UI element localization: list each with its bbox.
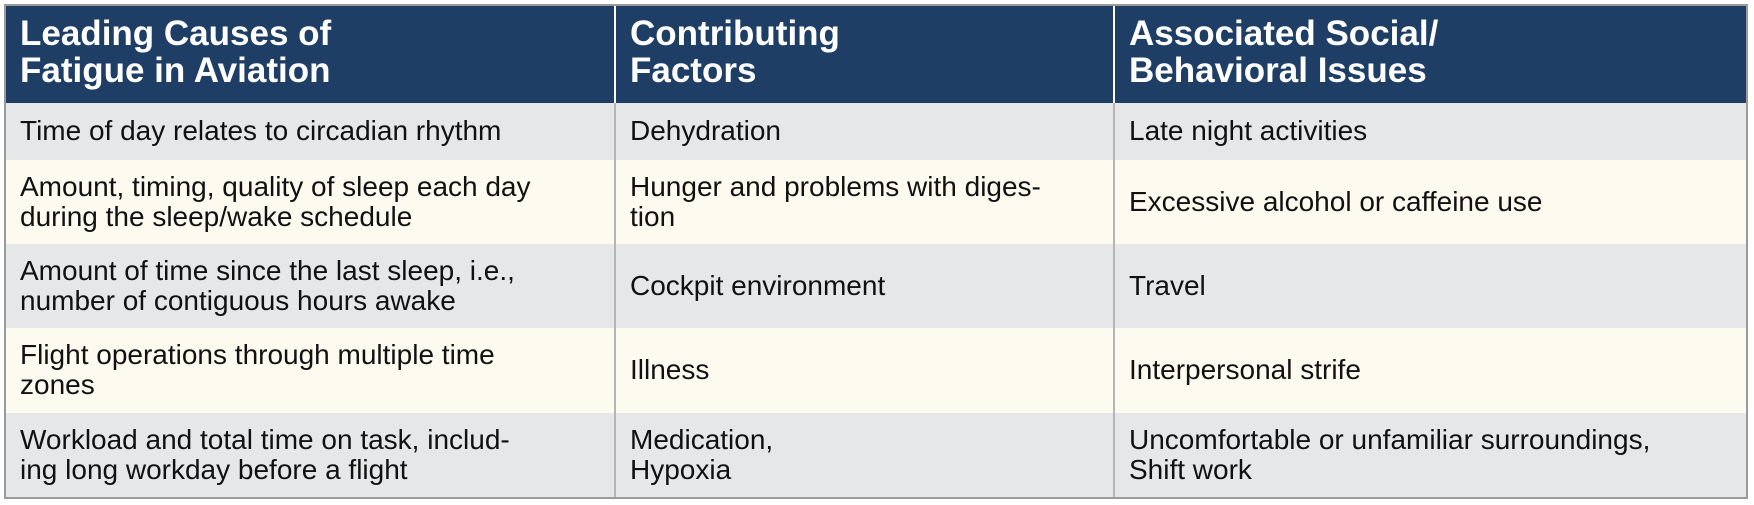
cell-leading-cause: Time of day relates to circadian rhythm — [6, 103, 616, 160]
header-row: Leading Causes of Fatigue in Aviation Co… — [6, 6, 1746, 103]
fatigue-causes-table: Leading Causes of Fatigue in Aviation Co… — [6, 6, 1746, 497]
header-leading-causes: Leading Causes of Fatigue in Aviation — [6, 6, 616, 103]
cell-contributing-factor: Cockpit environment — [615, 243, 1115, 329]
header-contributing-factors: Contributing Factors — [615, 6, 1115, 103]
cell-social-issue: Late night activities — [1129, 115, 1368, 147]
cell-leading-cause: Workload and total time on task, includ-… — [6, 412, 616, 497]
table-row: Time of day relates to circadian rhythm … — [6, 103, 1746, 160]
cell-contributing-factor: Dehydration — [615, 103, 1115, 160]
cell-contributing-factor: Medication, Hypoxia — [615, 412, 1115, 497]
table-row: Amount of time since the last sleep, i.e… — [6, 243, 1746, 329]
cell-social-issue: Uncomfortable or unfamiliar surroundings… — [1129, 423, 1651, 485]
cell-social-issue: Interpersonal strife — [1129, 354, 1361, 386]
cell-leading-cause: Flight operations through multiple time … — [6, 328, 616, 413]
cell-leading-cause: Amount, timing, quality of sleep each da… — [6, 159, 616, 244]
cell-social-issue: Excessive alcohol or caffeine use — [1129, 185, 1543, 217]
header-social-behavioral-issues: Associated Social/ Behavioral Issues — [1114, 6, 1746, 103]
table-header: Leading Causes of Fatigue in Aviation Co… — [6, 6, 1746, 103]
table-row: Workload and total time on task, includ-… — [6, 412, 1746, 497]
fatigue-table-container: Leading Causes of Fatigue in Aviation Co… — [4, 4, 1748, 499]
table-row: Amount, timing, quality of sleep each da… — [6, 159, 1746, 244]
cell-social-issue: Travel — [1129, 270, 1206, 302]
cell-contributing-factor: Hunger and problems with diges- tion — [615, 159, 1115, 244]
table-body: Time of day relates to circadian rhythm … — [6, 103, 1746, 497]
table-row: Flight operations through multiple time … — [6, 328, 1746, 413]
cell-contributing-factor: Illness — [615, 328, 1115, 413]
cell-leading-cause: Amount of time since the last sleep, i.e… — [6, 243, 616, 329]
